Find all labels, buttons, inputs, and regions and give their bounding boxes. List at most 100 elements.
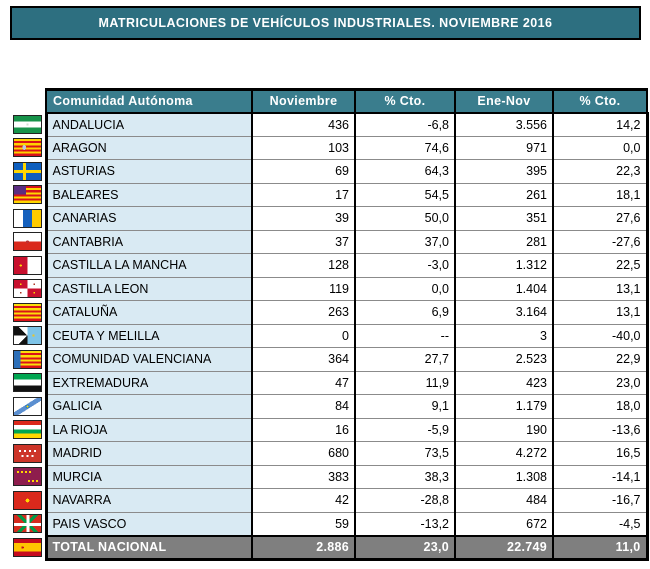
ene-nov-value: 1.404 — [454, 276, 554, 301]
flag-column-spacer — [10, 90, 46, 113]
pct-cto-ene-value: 13,1 — [552, 276, 649, 301]
flag-cell — [10, 371, 46, 395]
noviembre-value: 103 — [251, 135, 356, 160]
table-row: CANARIAS 39 50,0 351 27,6 — [10, 206, 649, 231]
region-name: TOTAL NACIONAL — [44, 534, 253, 561]
table-row: NAVARRA 42 -28,8 484 -16,7 — [10, 488, 649, 512]
flag-cell — [10, 348, 46, 372]
pct-cto-ene-value: 22,5 — [552, 253, 649, 277]
report-title: MATRICULACIONES DE VEHÍCULOS INDUSTRIALE… — [10, 6, 641, 40]
table-row: CATALUÑA 263 6,9 3.164 13,1 — [10, 300, 649, 325]
pct-cto-ene-value: 14,2 — [552, 112, 649, 136]
flag-cell — [10, 160, 46, 184]
pct-cto-ene-value: 18,1 — [552, 182, 649, 207]
noviembre-value: 84 — [251, 394, 356, 418]
table-row: GALICIA 84 9,1 1.179 18,0 — [10, 394, 649, 418]
region-name: EXTREMADURA — [44, 370, 253, 395]
noviembre-value: 128 — [251, 253, 356, 277]
table-row: MURCIA 383 38,3 1.308 -14,1 — [10, 464, 649, 489]
ene-nov-value: 423 — [454, 370, 554, 395]
pct-cto-nov-value: -- — [354, 323, 456, 348]
table-row: CEUTA Y MELILLA 0 -- 3 -40,0 — [10, 323, 649, 348]
table-row: CASTILLA LA MANCHA 128 -3,0 1.312 22,5 — [10, 253, 649, 277]
pct-cto-nov-value: -28,8 — [354, 488, 456, 512]
region-name: NAVARRA — [44, 488, 253, 512]
table-row: CANTABRIA 37 37,0 281 -27,6 — [10, 229, 649, 254]
pais-vasco-flag-icon — [12, 514, 42, 534]
valenciana-flag-icon — [12, 349, 42, 369]
region-name: BALEARES — [44, 182, 253, 207]
pct-cto-nov-value: 73,5 — [354, 441, 456, 465]
flag-cell — [10, 207, 46, 231]
ene-nov-value: 2.523 — [454, 347, 554, 371]
pct-cto-nov-value: 37,0 — [354, 229, 456, 254]
flag-cell — [10, 418, 46, 442]
pct-cto-ene-value: 16,5 — [552, 441, 649, 465]
ene-nov-value: 3 — [454, 323, 554, 348]
noviembre-value: 436 — [251, 112, 356, 136]
pct-cto-nov-value: 6,9 — [354, 300, 456, 324]
ene-nov-value: 22.749 — [454, 534, 554, 561]
castilla-la-mancha-flag-icon — [12, 255, 42, 275]
flag-cell — [10, 183, 46, 207]
flag-cell — [10, 324, 46, 348]
pct-cto-ene-value: 18,0 — [552, 394, 649, 418]
pct-cto-ene-value: -14,1 — [552, 464, 649, 489]
pct-cto-nov-value: -6,8 — [354, 112, 456, 136]
ene-nov-value: 3.164 — [454, 300, 554, 324]
ene-nov-value: 261 — [454, 182, 554, 207]
pct-cto-nov-value: 64,3 — [354, 159, 456, 183]
pct-cto-ene-value: 11,0 — [552, 534, 649, 561]
pct-cto-nov-value: -3,0 — [354, 253, 456, 277]
table-row: EXTREMADURA 47 11,9 423 23,0 — [10, 370, 649, 395]
aragon-flag-icon — [12, 138, 42, 158]
noviembre-value: 42 — [251, 488, 356, 512]
pct-cto-ene-value: -4,5 — [552, 511, 649, 536]
data-table: Comunidad Autónoma Noviembre % Cto. Ene-… — [10, 88, 649, 561]
noviembre-value: 383 — [251, 464, 356, 489]
flag-cell — [10, 230, 46, 254]
pct-cto-nov-value: 23,0 — [354, 534, 456, 561]
ene-nov-value: 3.556 — [454, 112, 554, 136]
ene-nov-value: 1.312 — [454, 253, 554, 277]
flag-cell — [10, 301, 46, 325]
pct-cto-ene-value: 22,3 — [552, 159, 649, 183]
ene-nov-value: 395 — [454, 159, 554, 183]
pct-cto-ene-value: -40,0 — [552, 323, 649, 348]
table-row: CASTILLA LEON 119 0,0 1.404 13,1 — [10, 276, 649, 301]
ene-nov-value: 971 — [454, 135, 554, 160]
ene-nov-value: 190 — [454, 417, 554, 442]
table-header-row: Comunidad Autónoma Noviembre % Cto. Ene-… — [10, 88, 648, 114]
region-name: ARAGON — [44, 135, 253, 160]
pct-cto-ene-value: 27,6 — [552, 206, 649, 230]
noviembre-value: 119 — [251, 276, 356, 301]
region-name: ANDALUCIA — [44, 112, 253, 136]
flag-cell — [10, 536, 46, 560]
madrid-flag-icon — [12, 443, 42, 463]
region-name: CANARIAS — [44, 206, 253, 230]
region-name: GALICIA — [44, 394, 253, 418]
noviembre-value: 263 — [251, 300, 356, 324]
noviembre-value: 16 — [251, 417, 356, 442]
region-name: CANTABRIA — [44, 229, 253, 254]
murcia-flag-icon — [12, 467, 42, 487]
ene-nov-value: 672 — [454, 511, 554, 536]
region-name: CATALUÑA — [44, 300, 253, 324]
noviembre-value: 680 — [251, 441, 356, 465]
pct-cto-nov-value: 9,1 — [354, 394, 456, 418]
region-name: CASTILLA LEON — [44, 276, 253, 301]
andalucia-flag-icon — [12, 114, 42, 134]
noviembre-value: 69 — [251, 159, 356, 183]
ene-nov-value: 4.272 — [454, 441, 554, 465]
column-header-pct-cto-nov: % Cto. — [354, 88, 456, 114]
ene-nov-value: 1.179 — [454, 394, 554, 418]
noviembre-value: 59 — [251, 511, 356, 536]
table-row: ASTURIAS 69 64,3 395 22,3 — [10, 159, 649, 184]
noviembre-value: 364 — [251, 347, 356, 371]
column-header-noviembre: Noviembre — [251, 88, 356, 114]
noviembre-value: 47 — [251, 370, 356, 395]
cantabria-flag-icon — [12, 232, 42, 252]
pct-cto-nov-value: -13,2 — [354, 511, 456, 536]
castilla-leon-flag-icon — [12, 279, 42, 299]
pct-cto-nov-value: 54,5 — [354, 182, 456, 207]
